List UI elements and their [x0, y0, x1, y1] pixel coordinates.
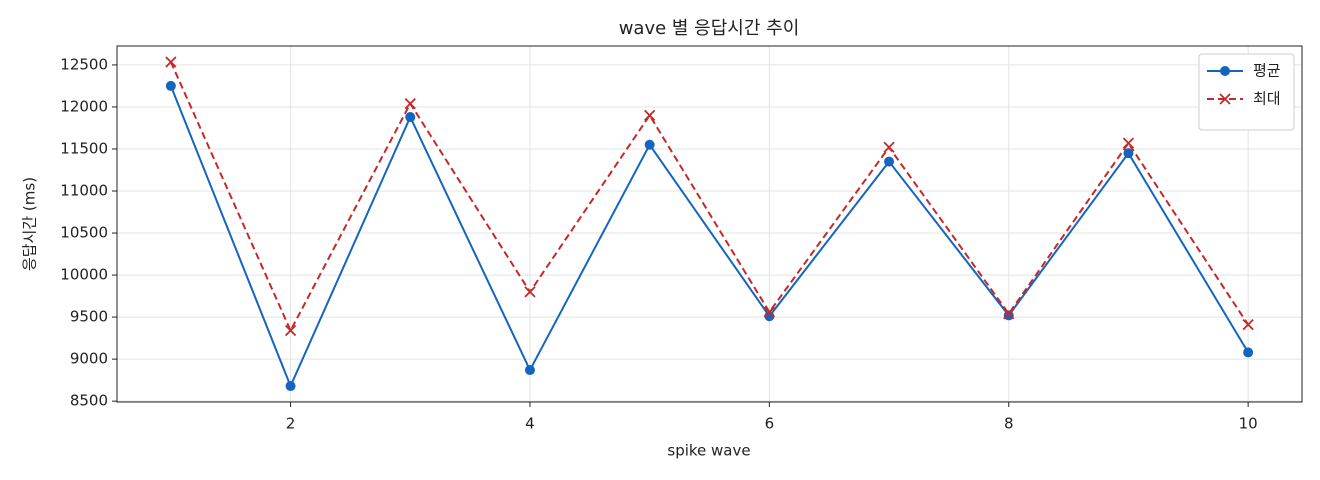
marker	[1003, 310, 1014, 321]
y-tick-label: 8500	[70, 392, 108, 410]
x-tick-label: 8	[1004, 415, 1014, 433]
y-tick-label: 11500	[60, 139, 108, 157]
marker	[285, 381, 296, 392]
y-tick-label: 10500	[60, 224, 108, 242]
legend-marker	[1219, 93, 1231, 105]
marker	[644, 109, 656, 121]
marker	[284, 324, 297, 337]
y-tick-label: 11000	[60, 182, 108, 200]
legend-label: 최대	[1253, 90, 1281, 108]
chart-title: wave 별 응답시간 추이	[619, 18, 800, 39]
x-tick-label: 2	[286, 415, 296, 433]
legend-marker	[1220, 66, 1230, 76]
legend-label: 평균	[1253, 62, 1281, 80]
marker	[884, 156, 895, 167]
y-tick-label: 9000	[70, 350, 108, 368]
y-tick-label: 12000	[60, 97, 108, 115]
marker	[1242, 319, 1254, 331]
marker	[1243, 347, 1254, 358]
marker	[405, 112, 416, 123]
x-tick-label: 4	[525, 415, 535, 433]
marker	[1123, 148, 1134, 159]
series-line	[169, 85, 1249, 389]
marker	[524, 286, 536, 298]
x-tick-label: 6	[765, 415, 775, 433]
marker	[883, 141, 895, 153]
marker	[1003, 308, 1015, 320]
y-tick-label: 12500	[60, 55, 108, 73]
y-axis-label: 응답시간 (ms)	[21, 177, 39, 271]
plot-frame	[116, 45, 1303, 403]
x-tick-label: 10	[1239, 415, 1258, 433]
marker	[1122, 137, 1135, 149]
series-line	[169, 61, 1249, 333]
marker	[763, 306, 775, 318]
marker	[404, 97, 416, 110]
marker	[524, 365, 535, 376]
y-tick-label: 9500	[70, 308, 108, 326]
y-tick-label: 10000	[60, 266, 108, 284]
x-axis-label: spike wave	[667, 442, 750, 460]
marker	[165, 80, 176, 91]
marker	[165, 56, 177, 68]
marker	[644, 139, 655, 150]
